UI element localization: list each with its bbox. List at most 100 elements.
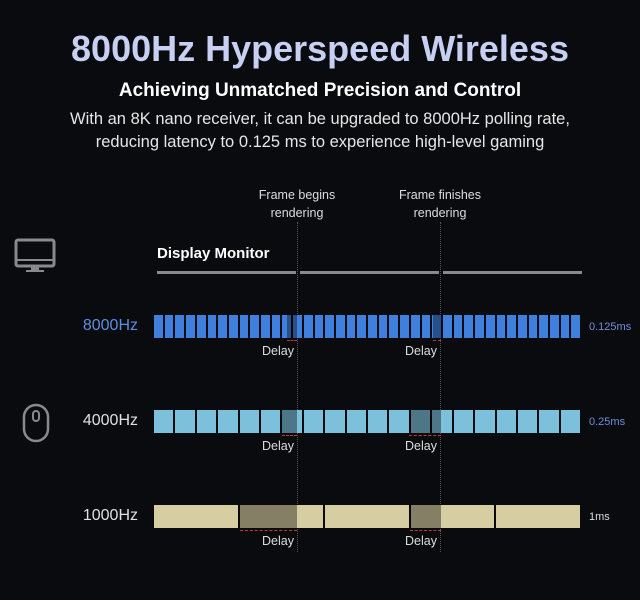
poll-segment (154, 410, 174, 433)
poll-segment (314, 315, 324, 338)
delay-label: Delay (262, 344, 294, 358)
delay-region (282, 410, 297, 433)
description: With an 8K nano receiver, it can be upgr… (0, 108, 640, 154)
poll-segment (346, 410, 367, 433)
poll-segment (282, 315, 292, 338)
interval-label: 1ms (589, 511, 610, 523)
poll-segment (303, 410, 324, 433)
poll-segment (196, 315, 206, 338)
label-line: Frame finishes (399, 188, 481, 202)
poll-segment (282, 410, 302, 433)
poll-segment (325, 410, 345, 433)
label-line: rendering (270, 206, 324, 220)
delay-marker (409, 435, 441, 436)
delay-marker (433, 340, 441, 341)
poll-segment (432, 315, 441, 338)
poll-segment (261, 410, 281, 433)
delay-marker (410, 530, 441, 531)
poll-segment (432, 410, 452, 433)
polling-rate-label: 1000Hz (82, 507, 138, 524)
poll-segment (560, 315, 570, 338)
poll-segment (475, 410, 495, 433)
poll-segment (539, 410, 559, 433)
poll-segment (410, 505, 495, 528)
delay-region (287, 315, 297, 338)
poll-segment (239, 505, 324, 528)
polling-bar-1000Hz (154, 505, 580, 528)
poll-segment (378, 315, 388, 338)
poll-segment (453, 315, 463, 338)
subtitle: Achieving Unmatched Precision and Contro… (118, 80, 522, 101)
poll-segment (325, 505, 409, 528)
poll-segment (389, 410, 409, 433)
poll-segment (475, 315, 484, 338)
monitor-icon (14, 238, 56, 272)
poll-segment (496, 315, 506, 338)
poll-segment (239, 315, 249, 338)
poll-segment (346, 315, 356, 338)
poll-segment (517, 315, 527, 338)
polling-bar-4000Hz (154, 410, 581, 433)
delay-label: Delay (262, 534, 294, 548)
poll-segment (496, 410, 516, 433)
poll-segment (154, 315, 163, 338)
poll-segment (218, 315, 227, 338)
poll-segment (164, 315, 174, 338)
poll-segment (175, 315, 185, 338)
delay-region (409, 410, 441, 433)
poll-segment (303, 315, 313, 338)
frame-finishes-line (440, 222, 441, 552)
frame-finishes-label: Frame finishes rendering (380, 186, 500, 222)
poll-segment (228, 315, 238, 338)
poll-segment (250, 315, 260, 338)
delay-label: Delay (405, 344, 437, 358)
poll-segment (400, 315, 409, 338)
poll-segment (539, 315, 549, 338)
interval-label: 0.125ms (589, 321, 632, 333)
description-line: With an 8K nano receiver, it can be upgr… (70, 110, 570, 128)
poll-segment (261, 315, 270, 338)
mouse-icon (22, 403, 50, 443)
poll-segment (528, 315, 538, 338)
delay-label: Delay (405, 439, 437, 453)
delay-region (433, 315, 441, 338)
poll-segment (196, 410, 217, 433)
poll-segment (368, 410, 388, 433)
frame-begins-line (297, 222, 298, 552)
page-title: 8000Hz Hyperspeed Wireless (71, 28, 569, 69)
display-frame (443, 271, 582, 274)
poll-segment (239, 410, 260, 433)
poll-segment (496, 505, 580, 528)
poll-segment (271, 315, 281, 338)
poll-segment (507, 315, 516, 338)
poll-segment (421, 315, 431, 338)
poll-segment (442, 315, 452, 338)
poll-segment (410, 410, 431, 433)
poll-segment (389, 315, 399, 338)
delay-marker (282, 435, 297, 436)
interval-label: 0.25ms (589, 416, 626, 428)
label-line: Frame begins (258, 188, 336, 202)
polling-rate-label: 8000Hz (82, 317, 138, 334)
polling-rate-label: 4000Hz (82, 412, 138, 429)
poll-segment (357, 315, 367, 338)
poll-segment (207, 315, 217, 338)
delay-label: Delay (262, 439, 294, 453)
frame-begins-label: Frame begins rendering (237, 186, 357, 222)
polling-bar-8000Hz (154, 315, 581, 338)
delay-region (410, 505, 441, 528)
display-monitor-label: Display Monitor (157, 245, 270, 262)
poll-segment (410, 315, 420, 338)
poll-segment (154, 505, 238, 528)
display-frame (300, 271, 439, 274)
poll-segment (485, 315, 495, 338)
delay-marker (287, 340, 297, 341)
poll-segment (517, 410, 538, 433)
delay-label: Delay (405, 534, 437, 548)
poll-segment (571, 315, 581, 338)
poll-segment (560, 410, 581, 433)
poll-segment (550, 315, 559, 338)
delay-region (240, 505, 297, 528)
label-line: rendering (413, 206, 467, 220)
